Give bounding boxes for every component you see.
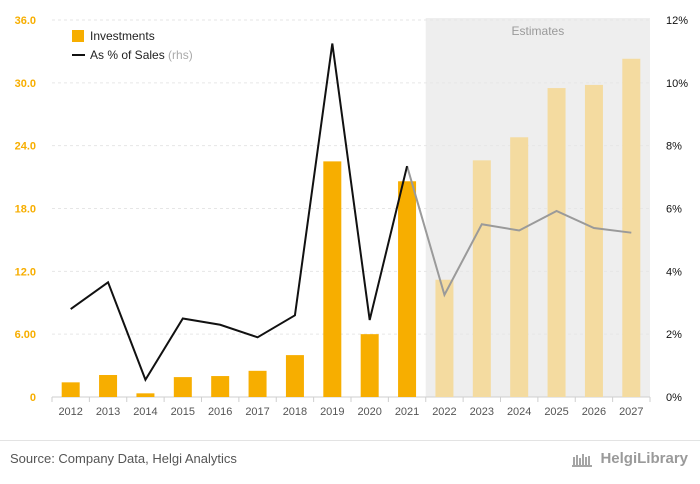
x-axis-tick-label: 2016 [208,406,232,418]
left-axis-tick-label: 12.0 [15,266,36,278]
legend-investments-swatch [72,30,84,42]
right-axis-tick-label: 10% [666,78,688,90]
x-axis-tick-label: 2015 [171,406,195,418]
bar-investments [361,334,379,397]
line-pct-of-sales [71,44,407,380]
bar-investments [211,376,229,397]
right-axis-tick-label: 2% [666,329,682,341]
left-axis-tick-label: 18.0 [15,204,36,216]
investments-chart: Estimates 0 6.00 12.0 18.0 24.0 30.0 36.0 0% 2% 4%… [0,0,700,440]
logo-text: HelgiLibrary [600,450,688,467]
right-axis-tick-label: 8% [666,141,682,153]
x-axis-tick-label: 2014 [133,406,157,418]
chart-area: Estimates 0 6.00 12.0 18.0 24.0 30.0 36.0 0% 2% 4%… [0,0,700,440]
bar-investments [548,88,566,397]
estimates-band [426,18,650,397]
x-axis-tick-label: 2027 [619,406,643,418]
bar-investments [473,160,491,397]
right-axis-tick-label: 12% [666,15,688,27]
source-note: Source: Company Data, Helgi Analytics [10,451,237,466]
bar-investments [174,377,192,397]
x-axis-tick-label: 2013 [96,406,120,418]
x-axis-tick-label: 2019 [320,406,344,418]
x-axis-tick-label: 2021 [395,406,419,418]
left-axis-tick-label: 0 [30,392,36,404]
x-axis-tick-label: 2018 [283,406,307,418]
library-logo-icon [572,451,594,467]
left-axis-tick-label: 24.0 [15,141,36,153]
legend-line-suffix: (rhs) [168,48,193,62]
legend-investments-label: Investments [90,29,155,43]
footer: Source: Company Data, Helgi Analytics He… [0,440,700,484]
right-axis-tick-label: 4% [666,266,682,278]
x-axis-tick-label: 2017 [245,406,269,418]
x-axis-tick-label: 2024 [507,406,531,418]
right-axis-tick-label: 0% [666,392,682,404]
x-axis-tick-label: 2025 [544,406,568,418]
bar-investments [398,181,416,397]
x-axis-tick-label: 2022 [432,406,456,418]
legend-line-name: As % of Sales [90,48,168,62]
bar-investments [249,371,267,397]
bar-investments [435,280,453,397]
legend-line-label: As % of Sales (rhs) [90,48,193,62]
bar-investments [136,393,154,397]
right-axis-tick-label: 6% [666,204,682,216]
bar-investments [622,59,640,397]
bar-investments [62,382,80,397]
x-axis-tick-label: 2023 [470,406,494,418]
x-axis-tick-label: 2012 [58,406,82,418]
left-axis-tick-label: 6.00 [15,329,36,341]
bar-investments [585,85,603,397]
helgi-library-logo[interactable]: HelgiLibrary [572,450,688,467]
bar-investments [286,355,304,397]
bar-investments [510,137,528,397]
bar-investments [99,375,117,397]
estimates-label: Estimates [512,24,565,38]
bar-investments [323,161,341,397]
x-axis-tick-label: 2020 [357,406,381,418]
left-axis-tick-label: 30.0 [15,78,36,90]
x-axis-tick-label: 2026 [582,406,606,418]
left-axis-tick-label: 36.0 [15,15,36,27]
